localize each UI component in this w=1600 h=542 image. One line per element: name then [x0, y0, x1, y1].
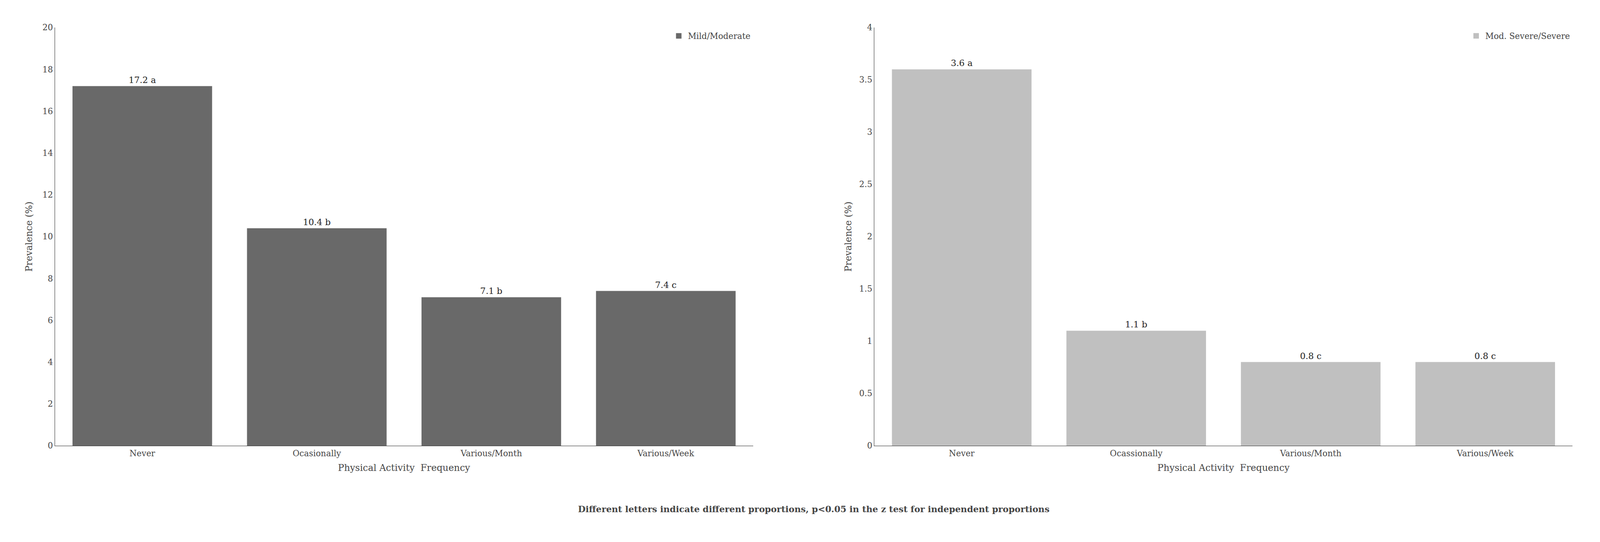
svg-text:1.5: 1.5: [859, 283, 873, 294]
svg-text:Mod. Severe/Severe: Mod. Severe/Severe: [1485, 31, 1570, 41]
svg-text:1.1 b: 1.1 b: [1125, 319, 1148, 330]
svg-text:2.5: 2.5: [859, 179, 873, 189]
svg-text:Various/Month: Various/Month: [460, 448, 523, 459]
svg-text:0: 0: [866, 440, 873, 451]
svg-text:16: 16: [42, 106, 53, 117]
svg-text:Prevalence (%): Prevalence (%): [23, 201, 35, 272]
svg-text:0.8 c: 0.8 c: [1300, 350, 1322, 362]
svg-text:4: 4: [47, 357, 53, 367]
svg-text:14: 14: [42, 148, 53, 158]
svg-text:18: 18: [42, 64, 53, 75]
svg-text:Physical Activity Frequency: Physical Activity Frequency: [338, 462, 471, 474]
svg-text:Never: Never: [949, 448, 975, 459]
svg-text:7.1 b: 7.1 b: [480, 285, 503, 296]
svg-text:Physical Activity Frequency: Physical Activity Frequency: [1157, 462, 1290, 474]
svg-text:0.5: 0.5: [859, 388, 873, 399]
svg-text:Various/Week: Various/Week: [1456, 448, 1515, 459]
svg-text:1: 1: [866, 336, 873, 346]
svg-text:Ocassionally: Ocassionally: [1110, 448, 1163, 459]
svg-text:Mild/Moderate: Mild/Moderate: [688, 31, 751, 41]
svg-text:12: 12: [42, 189, 53, 200]
svg-text:Different letters indicate dif: Different letters indicate different pro…: [577, 504, 1050, 515]
svg-text:10: 10: [42, 231, 53, 242]
svg-text:2: 2: [47, 399, 53, 409]
svg-text:3: 3: [866, 127, 873, 137]
svg-text:17.2 a: 17.2 a: [128, 74, 156, 85]
svg-text:6: 6: [47, 315, 53, 326]
svg-text:8: 8: [47, 273, 53, 284]
svg-text:Prevalence (%): Prevalence (%): [842, 201, 854, 272]
svg-text:3.5: 3.5: [859, 74, 873, 85]
svg-text:20: 20: [42, 22, 53, 33]
svg-text:2: 2: [866, 231, 873, 242]
svg-text:Never: Never: [129, 448, 156, 459]
svg-text:10.4 b: 10.4 b: [302, 216, 331, 228]
svg-text:Various/Week: Various/Week: [637, 448, 695, 459]
svg-text:Ocasionally: Ocasionally: [292, 448, 342, 459]
svg-text:0.8 c: 0.8 c: [1474, 350, 1496, 362]
svg-text:0: 0: [47, 440, 53, 451]
svg-text:4: 4: [866, 22, 873, 33]
svg-text:Various/Month: Various/Month: [1279, 448, 1342, 459]
svg-text:7.4 c: 7.4 c: [655, 279, 677, 290]
svg-text:3.6 a: 3.6 a: [950, 57, 973, 68]
